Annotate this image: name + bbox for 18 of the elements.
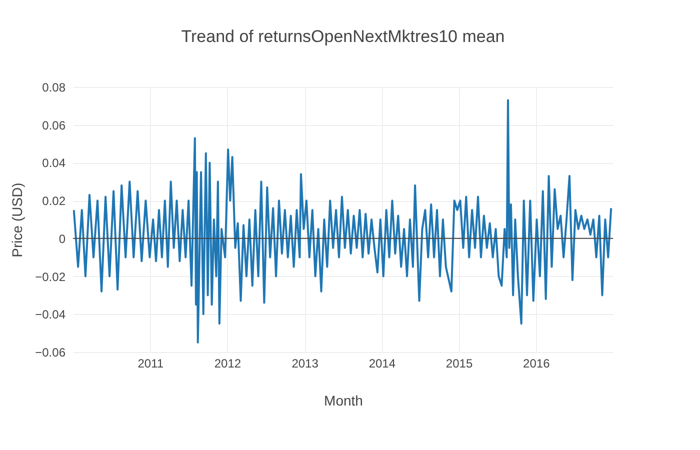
x-tick-label: 2012 — [214, 356, 242, 370]
x-tick-label: 2015 — [446, 356, 473, 370]
y-tick-label: 0 — [58, 232, 66, 246]
y-tick-label: −0.04 — [35, 308, 66, 322]
chart-title: Treand of returnsOpenNextMktres10 mean — [181, 27, 505, 46]
y-axis-title: Price (USD) — [9, 182, 26, 258]
x-axis-title: Month — [324, 392, 363, 408]
x-tick-label: 2011 — [138, 356, 164, 370]
y-tick-label: 0.04 — [42, 156, 66, 170]
y-tick-label: 0.02 — [42, 194, 66, 208]
y-tick-label: −0.02 — [35, 270, 66, 284]
line-series — [73, 99, 612, 344]
x-tick-label: 2014 — [368, 356, 396, 370]
x-tick-label: 2016 — [523, 356, 550, 370]
x-tick-label: 2013 — [292, 356, 319, 370]
y-tick-label: −0.06 — [35, 346, 66, 360]
y-tick-label: 0.06 — [42, 118, 66, 132]
y-tick-label: 0.08 — [42, 80, 66, 94]
